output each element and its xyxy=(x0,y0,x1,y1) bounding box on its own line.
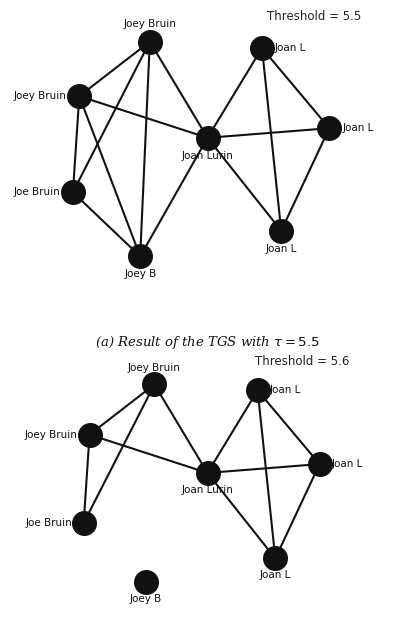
Text: Joey Bruin: Joey Bruin xyxy=(14,91,66,101)
Text: Joe Bruin: Joe Bruin xyxy=(25,518,72,528)
Text: Joey B: Joey B xyxy=(129,594,162,604)
Text: Joan L: Joan L xyxy=(342,123,374,133)
Text: Threshold = 5.6: Threshold = 5.6 xyxy=(255,355,349,368)
Text: (a) Result of the TGS with $\tau = 5.5$: (a) Result of the TGS with $\tau = 5.5$ xyxy=(95,335,320,351)
Text: Joan L: Joan L xyxy=(275,43,306,53)
Text: Joan Lurin: Joan Lurin xyxy=(181,151,233,161)
Text: Threshold = 5.5: Threshold = 5.5 xyxy=(267,10,361,22)
Text: Joe Bruin: Joe Bruin xyxy=(13,187,60,197)
Text: Joey Bruin: Joey Bruin xyxy=(25,429,78,440)
Text: Joan L: Joan L xyxy=(266,244,297,254)
Text: Joey B: Joey B xyxy=(124,269,156,279)
Text: Joey Bruin: Joey Bruin xyxy=(128,363,181,372)
Text: Joan L: Joan L xyxy=(260,570,291,580)
Text: Joan L: Joan L xyxy=(331,459,363,469)
Text: Joan L: Joan L xyxy=(269,385,301,395)
Text: Joey Bruin: Joey Bruin xyxy=(123,19,176,29)
Text: Joan Lurin: Joan Lurin xyxy=(181,485,233,495)
